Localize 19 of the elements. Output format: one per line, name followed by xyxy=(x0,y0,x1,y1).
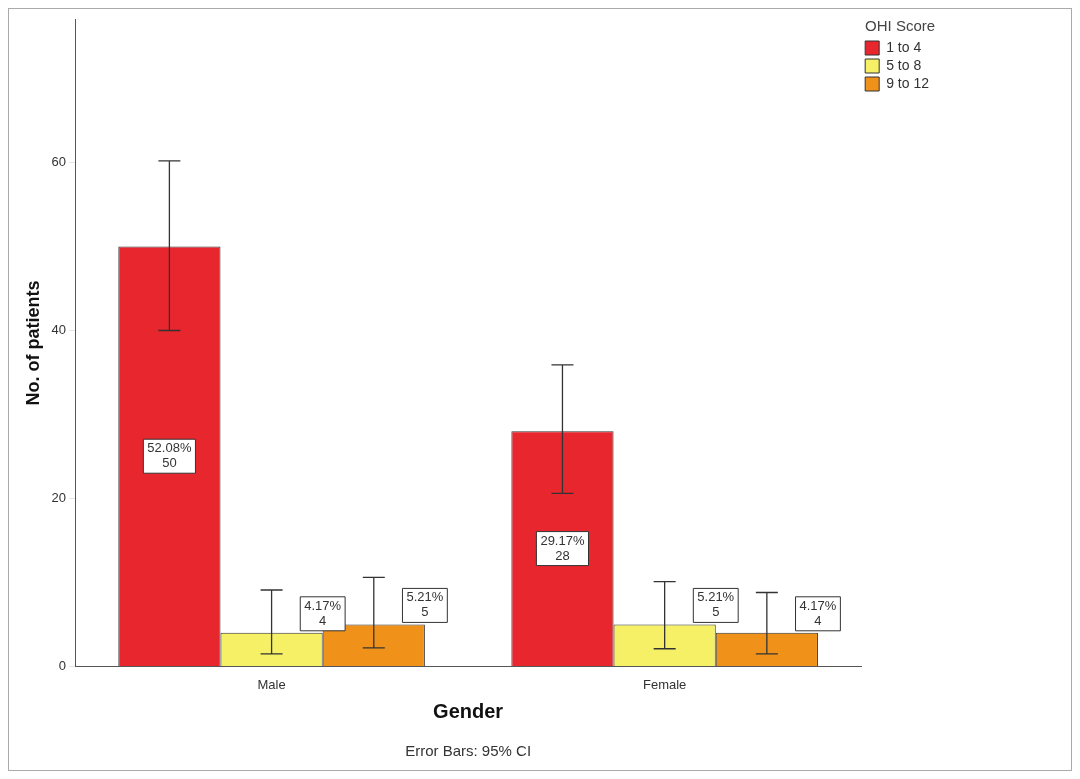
y-axis-title: No. of patients xyxy=(22,280,43,406)
data-label: 5.21% 5 xyxy=(406,589,444,620)
x-tick-label: Female xyxy=(642,676,687,692)
legend-label: 1 to 4 xyxy=(886,38,922,55)
y-tick-label: 20 xyxy=(51,490,67,506)
y-tick-label: 60 xyxy=(51,154,67,170)
data-label: 4.17% 4 xyxy=(799,597,837,628)
x-tick-label: Male xyxy=(257,676,286,692)
data-label: 29.17% 28 xyxy=(540,532,585,563)
y-tick-label: 0 xyxy=(58,657,67,673)
text: Error Bars: 95% CI xyxy=(405,742,532,759)
legend-label: 9 to 12 xyxy=(886,74,930,91)
data-label: 52.08% 50 xyxy=(147,440,192,471)
legend-label: 5 to 8 xyxy=(886,56,922,73)
data-label: 4.17% 4 xyxy=(304,597,342,628)
x-axis-title: Gender xyxy=(433,699,504,722)
legend-title: OHI Score xyxy=(865,16,936,34)
y-tick-label: 40 xyxy=(51,322,67,338)
data-label: 5.21% 5 xyxy=(697,589,735,620)
